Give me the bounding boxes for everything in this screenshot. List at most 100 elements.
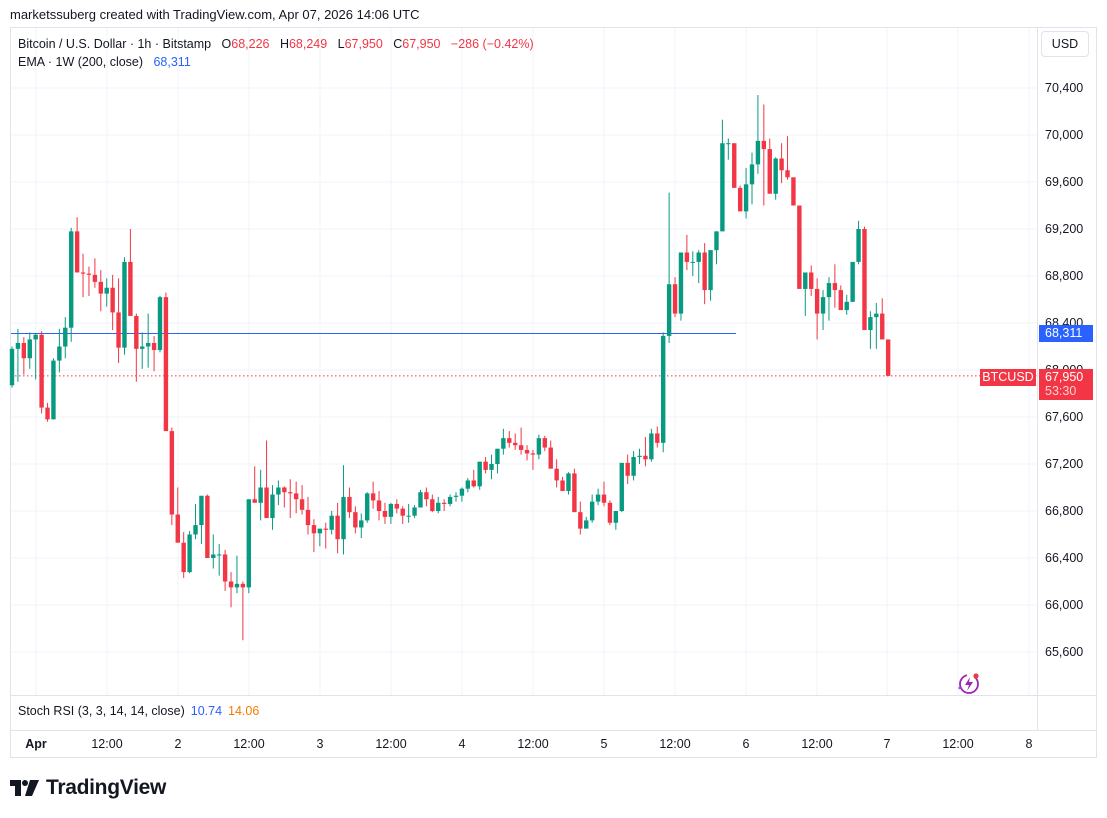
ema-price-tag: 68,311 (1039, 325, 1093, 342)
candle (536, 438, 542, 455)
candle (672, 284, 678, 314)
candle (619, 462, 624, 511)
time-axis-label: Apr (25, 737, 47, 751)
candle (690, 261, 695, 263)
candle (643, 455, 648, 460)
candle (45, 407, 50, 420)
time-axis-label: 5 (600, 737, 608, 751)
candle (678, 252, 684, 314)
candle (92, 274, 98, 282)
candle (27, 339, 32, 359)
last-price-tag: 67,950 53:30 (1039, 369, 1093, 400)
candle (418, 492, 423, 508)
candle (684, 252, 690, 262)
open-label: O (221, 37, 232, 51)
candle (347, 496, 352, 513)
ema-value: 68,311 (153, 55, 191, 69)
symbol-title[interactable]: Bitcoin / U.S. Dollar · 1h · Bitstamp (18, 37, 212, 51)
candle (412, 507, 417, 516)
candle (489, 464, 494, 470)
currency-button[interactable]: USD (1041, 31, 1089, 57)
candle (726, 143, 731, 145)
ema-legend-row: EMA · 1W (200, close) 68,311 (18, 53, 534, 71)
candle (57, 346, 62, 361)
candle (785, 170, 790, 178)
candle (767, 149, 772, 194)
price-axis-label: 70,400 (1045, 81, 1084, 95)
ema-label[interactable]: EMA · 1W (200, close) (18, 55, 144, 69)
candle (441, 502, 447, 504)
brand-name: TradingView (46, 776, 167, 799)
chart-frame (10, 27, 1097, 758)
candle (595, 494, 601, 502)
candle (584, 520, 589, 529)
candle (270, 494, 275, 519)
candle (169, 431, 175, 515)
candle (459, 488, 465, 496)
candle (826, 283, 832, 298)
candle (240, 583, 246, 588)
candle (465, 480, 471, 489)
candle (755, 140, 761, 165)
candle (329, 515, 334, 530)
candle (264, 487, 269, 519)
candle (293, 493, 299, 500)
candle (21, 342, 27, 359)
candle (424, 492, 429, 500)
stoch-rsi-label[interactable]: Stoch RSI (3, 3, 14, 14, close) (18, 704, 185, 718)
price-axis-label: 66,400 (1045, 551, 1084, 565)
candle (868, 317, 873, 331)
candle (370, 493, 376, 501)
price-axis-label: 69,600 (1045, 175, 1084, 189)
candle (803, 272, 808, 289)
price-axis-label: 66,800 (1045, 504, 1084, 518)
candle (477, 461, 482, 487)
candle (80, 272, 86, 274)
candle (430, 499, 435, 511)
candle (63, 327, 68, 347)
candle (631, 456, 636, 476)
price-axis-label: 65,600 (1045, 645, 1084, 659)
symbol-tag: BTCUSD (980, 369, 1036, 386)
candle (507, 438, 512, 443)
candle (814, 288, 820, 314)
candle (341, 496, 346, 540)
price-axis-label: 69,200 (1045, 222, 1084, 236)
tradingview-logo[interactable]: TradingView (10, 776, 166, 800)
candle (791, 177, 796, 206)
candle (548, 447, 553, 469)
lightning-alert-icon[interactable] (954, 671, 982, 702)
candle (779, 158, 784, 171)
candle (282, 487, 287, 493)
time-axis-label: 4 (458, 737, 466, 751)
candle (607, 502, 613, 523)
candle (797, 205, 802, 289)
time-axis-label: 12:00 (942, 737, 974, 751)
stoch-rsi-d: 14.06 (228, 704, 260, 718)
candle (601, 494, 607, 503)
candle (234, 583, 240, 588)
candle (193, 525, 198, 535)
price-axis-label: 67,200 (1045, 457, 1084, 471)
chart-credit: marketssuberg created with TradingView.c… (10, 7, 420, 22)
candle (151, 342, 157, 351)
candle (447, 496, 453, 504)
candle (222, 554, 228, 582)
candle (382, 511, 388, 517)
candle (122, 261, 127, 348)
time-axis-label: 12:00 (91, 737, 123, 751)
candle (483, 461, 488, 470)
candle (501, 438, 506, 449)
candle (187, 534, 192, 573)
low-value: 67,950 (344, 37, 383, 51)
candle (134, 315, 139, 349)
time-axis-label: 8 (1025, 737, 1033, 751)
candle (86, 273, 92, 275)
candle (761, 140, 767, 150)
time-axis-label: 2 (174, 737, 182, 751)
candle (228, 581, 234, 588)
candle (566, 473, 571, 492)
candle (116, 312, 121, 348)
candle (572, 473, 577, 513)
